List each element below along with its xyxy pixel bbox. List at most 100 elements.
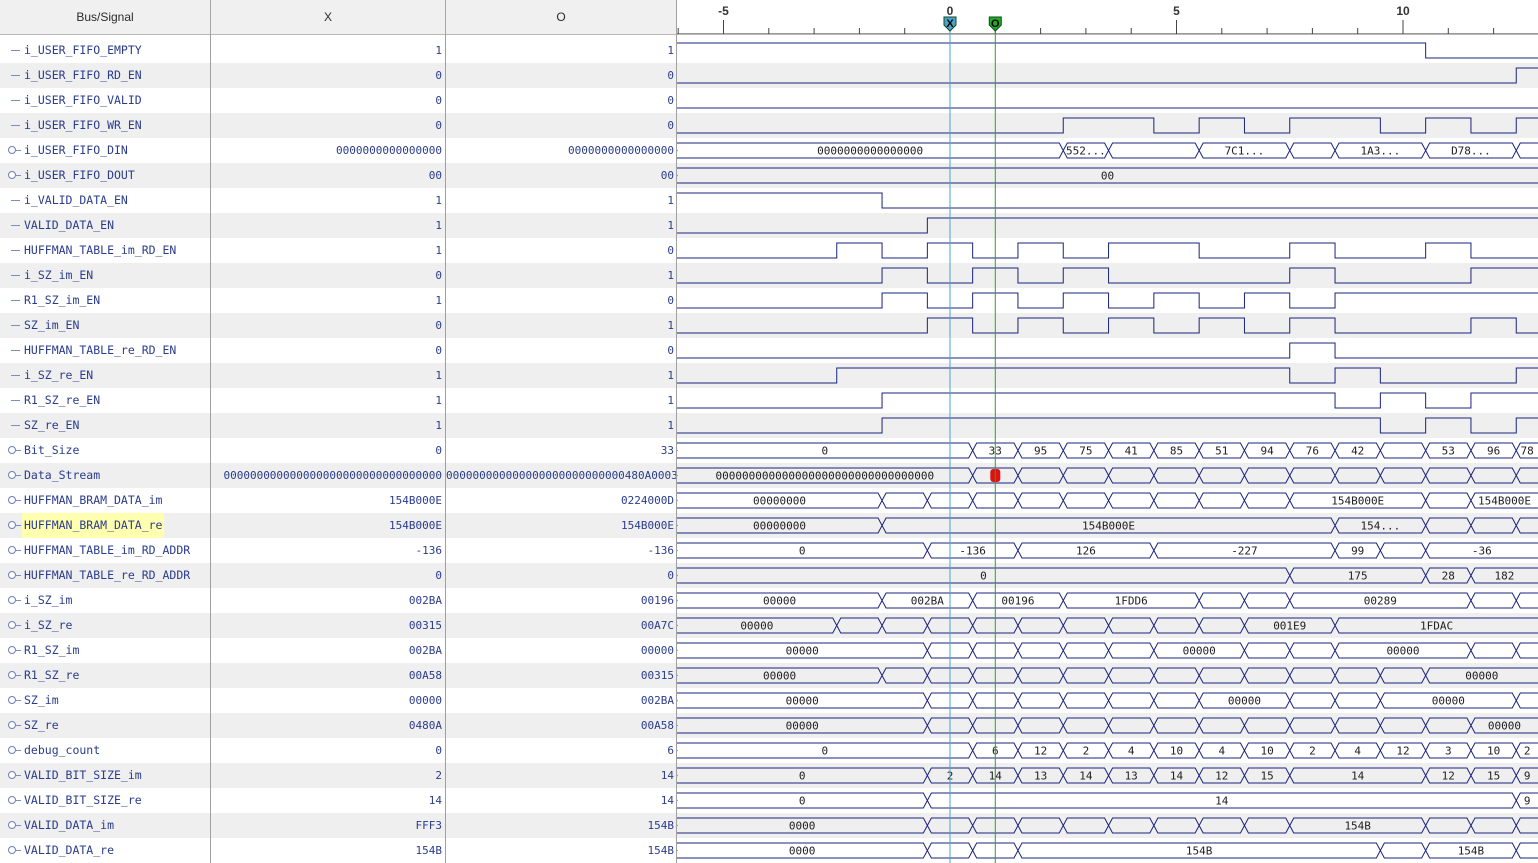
signal-name[interactable]: i_SZ_im_EN — [24, 268, 94, 282]
signal-row[interactable]: Bit_Size 0 33 — [0, 438, 677, 463]
bus-segment — [1017, 817, 1064, 834]
signal-name[interactable]: R1_SZ_re — [24, 668, 80, 682]
signal-name[interactable]: R1_SZ_im — [24, 643, 80, 657]
signal-row[interactable]: VALID_BIT_SIZE_im 2 14 — [0, 763, 677, 788]
signal-row[interactable]: R1_SZ_im_EN 1 0 — [0, 288, 677, 313]
expand-icon[interactable] — [8, 496, 16, 504]
expand-icon[interactable] — [8, 671, 16, 679]
column-header-signal[interactable]: Bus/Signal — [0, 0, 211, 34]
expand-icon[interactable] — [8, 596, 16, 604]
signal-name[interactable]: Bit_Size — [24, 443, 80, 457]
waveform-divider[interactable] — [676, 0, 677, 863]
tree-line-icon — [11, 400, 20, 401]
signal-row[interactable]: SZ_im 00000 002BA — [0, 688, 677, 713]
expand-icon[interactable] — [8, 646, 16, 654]
expand-icon[interactable] — [8, 846, 16, 854]
signal-name[interactable]: SZ_im — [24, 693, 59, 707]
signal-row[interactable]: i_USER_FIFO_WR_EN 0 0 — [0, 113, 677, 138]
signal-row[interactable]: SZ_re_EN 1 1 — [0, 413, 677, 438]
cursor-flag-x[interactable] — [943, 16, 957, 32]
signal-row[interactable]: HUFFMAN_BRAM_DATA_re 154B000E 154B000E — [0, 513, 677, 538]
signal-row[interactable]: Data_Stream 00000000000000000000000000000… — [0, 463, 678, 488]
expand-icon[interactable] — [8, 796, 16, 804]
signal-name[interactable]: HUFFMAN_TABLE_re_RD_EN — [24, 343, 177, 357]
signal-name[interactable]: Data_Stream — [24, 468, 101, 482]
signal-row[interactable]: SZ_re 0480A 00A58 — [0, 713, 677, 738]
signal-name[interactable]: i_USER_FIFO_DIN — [24, 143, 128, 157]
signal-row[interactable]: VALID_BIT_SIZE_re 14 14 — [0, 788, 677, 813]
bus-value-label: 0 — [822, 445, 829, 458]
signal-name[interactable]: HUFFMAN_TABLE_re_RD_ADDR — [24, 568, 191, 582]
signal-name[interactable]: i_SZ_re_EN — [24, 368, 94, 382]
signal-row[interactable]: i_USER_FIFO_VALID 0 0 — [0, 88, 677, 113]
signal-row[interactable]: HUFFMAN_TABLE_im_RD_ADDR -136 -136 — [0, 538, 677, 563]
column-divider[interactable] — [210, 34, 211, 863]
signal-row[interactable]: VALID_DATA_re 154B 154B — [0, 838, 677, 863]
signal-name[interactable]: SZ_re — [24, 718, 59, 732]
expand-icon[interactable] — [8, 546, 16, 554]
tree-line-icon — [16, 725, 21, 726]
expand-icon[interactable] — [8, 621, 16, 629]
signal-row[interactable]: VALID_DATA_im FFF3 154B — [0, 813, 677, 838]
signal-row[interactable]: R1_SZ_re_EN 1 1 — [0, 388, 677, 413]
column-header-o[interactable]: O — [446, 0, 677, 34]
signal-name[interactable]: VALID_BIT_SIZE_im — [24, 768, 142, 782]
signal-name[interactable]: HUFFMAN_BRAM_DATA_im — [24, 493, 163, 507]
signal-name[interactable]: SZ_re_EN — [24, 418, 80, 432]
expand-icon[interactable] — [8, 446, 16, 454]
signal-name[interactable]: i_USER_FIFO_DOUT — [24, 168, 135, 182]
signal-row[interactable]: i_SZ_im 002BA 00196 — [0, 588, 677, 613]
column-header-x[interactable]: X — [211, 0, 446, 34]
signal-row[interactable]: i_SZ_re_EN 1 1 — [0, 363, 677, 388]
signal-row[interactable]: R1_SZ_im 002BA 00000 — [0, 638, 677, 663]
signal-name[interactable]: i_USER_FIFO_RD_EN — [24, 68, 142, 82]
signal-name[interactable]: HUFFMAN_TABLE_im_RD_EN — [24, 243, 177, 257]
signal-row[interactable]: i_USER_FIFO_EMPTY 1 1 — [0, 38, 677, 63]
signal-row[interactable]: i_VALID_DATA_EN 1 1 — [0, 188, 677, 213]
expand-icon[interactable] — [8, 696, 16, 704]
column-divider[interactable] — [445, 34, 446, 863]
expand-icon[interactable] — [8, 146, 16, 154]
signal-row[interactable]: i_USER_FIFO_DOUT 00 00 — [0, 163, 677, 188]
signal-row[interactable]: HUFFMAN_TABLE_im_RD_EN 1 0 — [0, 238, 677, 263]
signal-name[interactable]: VALID_DATA_re — [24, 843, 115, 857]
signal-row[interactable]: i_USER_FIFO_RD_EN 0 0 — [0, 63, 677, 88]
signal-name[interactable]: i_SZ_re — [24, 618, 73, 632]
signal-name[interactable]: R1_SZ_im_EN — [24, 293, 101, 307]
signal-name[interactable]: VALID_DATA_im — [24, 818, 115, 832]
signal-row[interactable]: debug_count 0 6 — [0, 738, 677, 763]
cursor-flag-o[interactable] — [988, 16, 1002, 32]
signal-row[interactable]: HUFFMAN_TABLE_re_RD_EN 0 0 — [0, 338, 677, 363]
signal-name[interactable]: HUFFMAN_BRAM_DATA_re — [22, 513, 165, 538]
expand-icon[interactable] — [8, 471, 16, 479]
signal-name[interactable]: HUFFMAN_TABLE_im_RD_ADDR — [24, 543, 191, 557]
signal-row[interactable]: i_SZ_re 00315 00A7C — [0, 613, 677, 638]
signal-name[interactable]: i_SZ_im — [24, 593, 73, 607]
waveform-panel[interactable]: -10-505101520250000000000000000552...7C1… — [677, 0, 1538, 863]
signal-name[interactable]: i_USER_FIFO_VALID — [24, 93, 142, 107]
expand-icon[interactable] — [8, 721, 16, 729]
o-cursor-value: 14 — [660, 794, 674, 807]
expand-icon[interactable] — [8, 821, 16, 829]
signal-name[interactable]: i_VALID_DATA_EN — [24, 193, 128, 207]
expand-icon[interactable] — [8, 171, 16, 179]
signal-row[interactable]: HUFFMAN_TABLE_re_RD_ADDR 0 0 — [0, 563, 677, 588]
signal-row[interactable]: SZ_im_EN 0 1 — [0, 313, 677, 338]
signal-row[interactable]: i_SZ_im_EN 0 1 — [0, 263, 677, 288]
signal-name[interactable]: i_USER_FIFO_EMPTY — [24, 43, 142, 57]
signal-row[interactable]: VALID_DATA_EN 1 1 — [0, 213, 677, 238]
signal-name[interactable]: VALID_BIT_SIZE_re — [24, 793, 142, 807]
signal-row[interactable]: R1_SZ_re 00A58 00315 — [0, 663, 677, 688]
signal-name[interactable]: debug_count — [24, 743, 101, 757]
expand-icon[interactable] — [8, 771, 16, 779]
signal-name[interactable]: R1_SZ_re_EN — [24, 393, 101, 407]
signal-name[interactable]: SZ_im_EN — [24, 318, 80, 332]
signal-name[interactable]: VALID_DATA_EN — [24, 218, 115, 232]
bus-value-label: 78 — [1521, 445, 1534, 458]
signal-row[interactable]: i_USER_FIFO_DIN 0000000000000000 000000000… — [0, 138, 677, 163]
expand-icon[interactable] — [8, 521, 16, 529]
expand-icon[interactable] — [8, 746, 16, 754]
expand-icon[interactable] — [8, 571, 16, 579]
signal-row[interactable]: HUFFMAN_BRAM_DATA_im 154B000E 0224000D — [0, 488, 677, 513]
signal-name[interactable]: i_USER_FIFO_WR_EN — [24, 118, 142, 132]
